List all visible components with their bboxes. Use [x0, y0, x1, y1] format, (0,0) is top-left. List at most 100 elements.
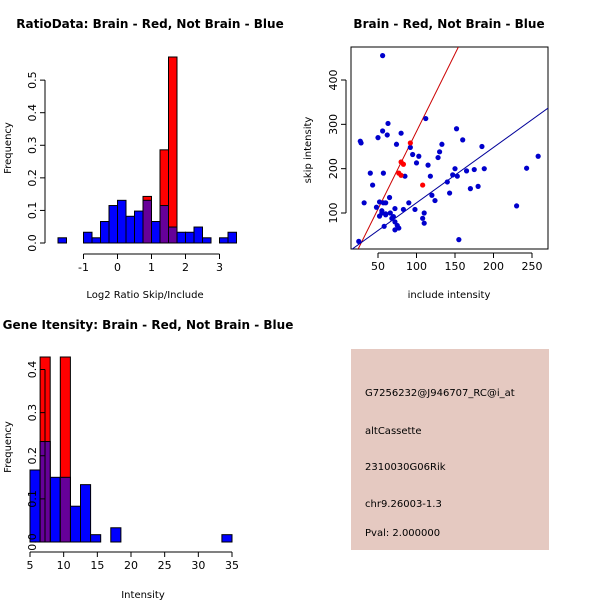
ratio-histogram-bar-not-brain	[134, 210, 144, 244]
scatter-point-not-brain	[450, 172, 456, 178]
info-panel: G7256232@J946707_RC@i_at altCassette 231…	[351, 349, 549, 550]
intensity-histogram-y-tick-label: 0.1	[26, 490, 39, 508]
ratio-histogram-y-tick-label: 0.5	[26, 71, 39, 89]
intensity-histogram-x-tick-label: 15	[90, 559, 104, 572]
scatter-point-brain	[400, 161, 407, 167]
scatter-point-not-brain	[456, 237, 462, 243]
scatter-point-not-brain	[524, 165, 530, 171]
ratio-histogram-bar-not-brain	[219, 237, 229, 244]
scatter-point-not-brain	[358, 140, 364, 146]
scatter-point-not-brain	[452, 166, 458, 172]
scatter-point-brain	[398, 172, 404, 178]
scatter-point-not-brain	[439, 141, 445, 147]
scatter-point-not-brain	[453, 126, 460, 132]
scatter-point-not-brain	[437, 149, 443, 155]
scatter-y-tick-label: 400	[327, 70, 340, 91]
ratio-histogram-bar-overlap	[159, 205, 169, 244]
scatter-y-tick-label: 200	[327, 158, 340, 179]
scatter-point-not-brain	[361, 200, 367, 206]
ratio-histogram-bar-not-brain	[193, 226, 203, 244]
ratio-histogram-x-tick-label: 0	[114, 261, 121, 274]
scatter-ylabel: skip intensity	[303, 117, 314, 184]
scatter-point-not-brain	[423, 115, 429, 122]
ratio-histogram-x-tick-label: 2	[182, 261, 189, 274]
ratio-histogram-x-tick-label: 3	[216, 261, 223, 274]
scatter-point-not-brain	[392, 205, 398, 212]
scatter-point-not-brain	[385, 120, 391, 127]
ratio-histogram-bar-not-brain	[151, 221, 161, 244]
intensity-histogram-bar-not-brain	[221, 534, 233, 543]
intensity-histogram-ylabel: Frequency	[3, 421, 14, 473]
probe-id-text: G7256232@J946707_RC@i_at	[365, 388, 515, 399]
scatter-point-not-brain	[412, 206, 418, 213]
ratio-histogram-x-tick-label: -1	[78, 261, 89, 274]
scatter-point-not-brain	[454, 173, 460, 179]
intensity-histogram-xlabel: Intensity	[121, 590, 165, 600]
gene-name-text: 2310030G06Rik	[365, 462, 446, 473]
scatter-point-not-brain	[383, 212, 389, 218]
ratio-histogram-bar-not-brain	[100, 221, 110, 244]
scatter-x-tick-label: 100	[406, 260, 427, 273]
scatter-point-not-brain	[467, 186, 473, 192]
ratio-histogram-bar-not-brain	[91, 237, 101, 244]
ratio-histogram-bar-not-brain	[108, 205, 118, 244]
scatter-point-not-brain	[387, 210, 393, 216]
intensity-histogram-panel: Gene Itensity: Brain - Red, Not Brain - …	[3, 318, 294, 600]
info-panel-background	[351, 349, 549, 550]
scatter-point-not-brain	[460, 137, 466, 143]
scatter-point-not-brain	[396, 225, 402, 231]
scatter-point-not-brain	[375, 135, 381, 141]
ratio-histogram-bar-not-brain	[185, 231, 195, 244]
ratio-histogram-bar-not-brain	[83, 231, 93, 244]
intensity-histogram-x-tick-label: 5	[27, 559, 34, 572]
ratio-histogram-y-tick-label: 0.0	[26, 234, 39, 252]
scatter-point-not-brain	[384, 132, 390, 138]
scatter-point-not-brain	[400, 206, 407, 213]
scatter-point-not-brain	[356, 238, 362, 244]
scatter-point-not-brain	[535, 153, 541, 159]
scatter-point-not-brain	[475, 183, 481, 189]
scatter-point-not-brain	[380, 128, 386, 134]
scatter-y-tick-label: 300	[327, 114, 340, 135]
intensity-histogram-x-tick-label: 10	[57, 559, 71, 572]
ratio-histogram-y-tick-label: 0.4	[26, 104, 39, 122]
scatter-x-tick-label: 200	[483, 260, 504, 273]
scatter-point-not-brain	[380, 53, 386, 59]
intensity-histogram-bar-not-brain	[80, 484, 92, 543]
intensity-histogram-bar-not-brain	[49, 476, 61, 543]
scatter-point-not-brain	[367, 170, 373, 176]
event-type-text: altCassette	[365, 426, 422, 437]
scatter-point-not-brain	[407, 144, 413, 150]
scatter-xlabel: include intensity	[408, 290, 491, 301]
scatter-point-not-brain	[373, 204, 380, 210]
scatter-point-not-brain	[406, 200, 412, 206]
scatter-point-not-brain	[416, 153, 422, 159]
scatter-x-tick-label: 250	[522, 260, 543, 273]
ratio-histogram-x-tick-label: 1	[148, 261, 155, 274]
ratio-histogram-panel: RatioData: Brain - Red, Not Brain - Blue…	[3, 17, 284, 301]
scatter-point-not-brain	[381, 223, 387, 229]
intensity-histogram-bar-not-brain	[90, 534, 102, 543]
scatter-point-not-brain	[386, 194, 393, 201]
scatter-point-not-brain	[427, 173, 433, 179]
scatter-point-brain	[407, 140, 413, 146]
scatter-point-not-brain	[380, 170, 386, 176]
scatter-point-not-brain	[421, 210, 427, 216]
intensity-histogram-bar-overlap	[59, 476, 71, 543]
ratio-histogram-bar-overlap	[168, 226, 178, 244]
ratio-histogram-bar-not-brain	[202, 237, 212, 244]
scatter-point-not-brain	[390, 213, 396, 220]
intensity-histogram-y-tick-label: 0.3	[26, 404, 39, 422]
scatter-point-not-brain	[435, 154, 441, 161]
scatter-point-not-brain	[398, 130, 404, 136]
scatter-x-tick-label: 50	[371, 260, 385, 273]
ratio-histogram-bar-not-brain	[227, 231, 237, 244]
intensity-histogram-bar-not-brain	[69, 505, 82, 543]
intensity-histogram-x-tick-label: 20	[124, 559, 138, 572]
scatter-point-not-brain	[514, 203, 520, 209]
scatter-point-not-brain	[420, 215, 426, 221]
scatter-point-not-brain	[479, 143, 485, 150]
scatter-point-not-brain	[444, 179, 450, 185]
scatter-point-not-brain	[425, 162, 431, 168]
